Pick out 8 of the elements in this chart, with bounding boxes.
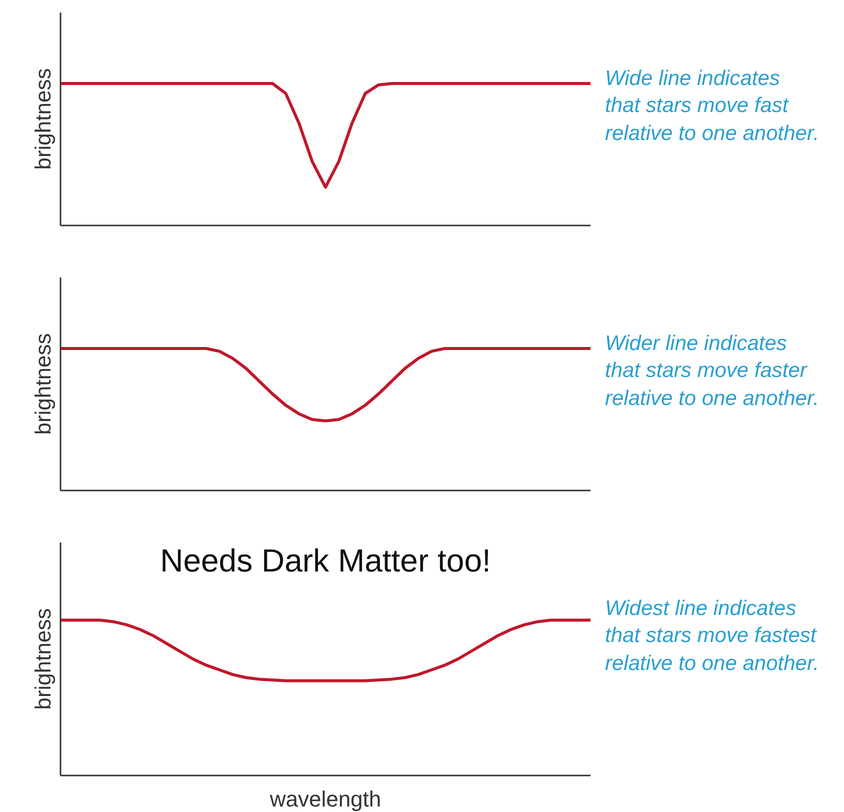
text: Wide line indicates that stars move fast relative to one another.: [605, 66, 820, 147]
text: Widest line indicates that stars move fastest relative to one another.: [605, 596, 820, 677]
y-axis-title: brightness: [30, 68, 56, 170]
chart-title: Needs Dark Matter too!: [160, 542, 491, 578]
x-axis-title: wavelength: [268, 786, 382, 812]
y-axis-title: brightness: [30, 333, 56, 435]
text: Wider line indicates that stars move faster relative to one another.: [605, 331, 820, 412]
y-axis-title: brightness: [30, 608, 56, 710]
